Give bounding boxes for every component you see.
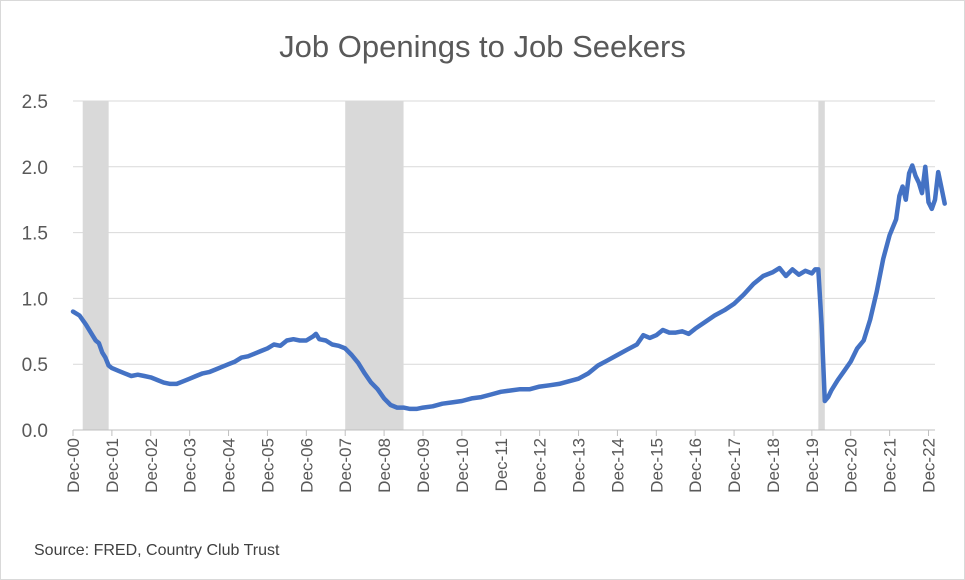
x-tick-label-11: Dec-11 bbox=[492, 438, 511, 492]
x-tick-label-16: Dec-16 bbox=[686, 438, 705, 493]
recession-band-0 bbox=[82, 101, 109, 430]
x-tick-label-3: Dec-03 bbox=[181, 438, 200, 493]
x-tick-label-14: Dec-14 bbox=[608, 438, 627, 493]
x-tick-label-8: Dec-08 bbox=[375, 438, 394, 493]
recession-band-2 bbox=[818, 101, 825, 430]
recession-band-1 bbox=[345, 101, 404, 430]
x-tick-label-15: Dec-15 bbox=[647, 438, 666, 493]
y-tick-label-2: 1.0 bbox=[22, 289, 48, 310]
x-tick-label-1: Dec-01 bbox=[103, 438, 122, 493]
source-note: Source: FRED, Country Club Trust bbox=[34, 542, 280, 559]
x-tick-label-6: Dec-06 bbox=[297, 438, 316, 493]
x-tick-label-12: Dec-12 bbox=[531, 438, 550, 493]
x-tick-label-17: Dec-17 bbox=[725, 438, 744, 493]
x-tick-label-4: Dec-04 bbox=[220, 438, 239, 493]
x-tick-label-9: Dec-09 bbox=[414, 438, 433, 493]
chart-title: Job Openings to Job Seekers bbox=[279, 29, 686, 64]
x-tick-label-13: Dec-13 bbox=[570, 438, 589, 493]
x-tick-label-21: Dec-21 bbox=[881, 438, 900, 493]
x-tick-label-2: Dec-02 bbox=[142, 438, 161, 493]
x-tick-label-0: Dec-00 bbox=[64, 438, 83, 493]
x-tick-label-19: Dec-19 bbox=[803, 438, 822, 493]
series-line-0 bbox=[70, 163, 947, 412]
x-tick-label-18: Dec-18 bbox=[764, 438, 783, 493]
y-tick-label-3: 1.5 bbox=[22, 224, 48, 245]
x-tick-label-10: Dec-10 bbox=[453, 438, 472, 493]
y-tick-label-4: 2.0 bbox=[22, 158, 48, 179]
y-tick-label-1: 0.5 bbox=[22, 355, 48, 376]
x-tick-label-5: Dec-05 bbox=[258, 438, 277, 493]
x-tick-label-20: Dec-20 bbox=[842, 438, 861, 493]
y-tick-label-0: 0.0 bbox=[22, 421, 48, 442]
x-tick-label-7: Dec-07 bbox=[336, 438, 355, 493]
x-tick-label-22: Dec-22 bbox=[920, 438, 939, 493]
y-tick-label-5: 2.5 bbox=[22, 92, 48, 113]
